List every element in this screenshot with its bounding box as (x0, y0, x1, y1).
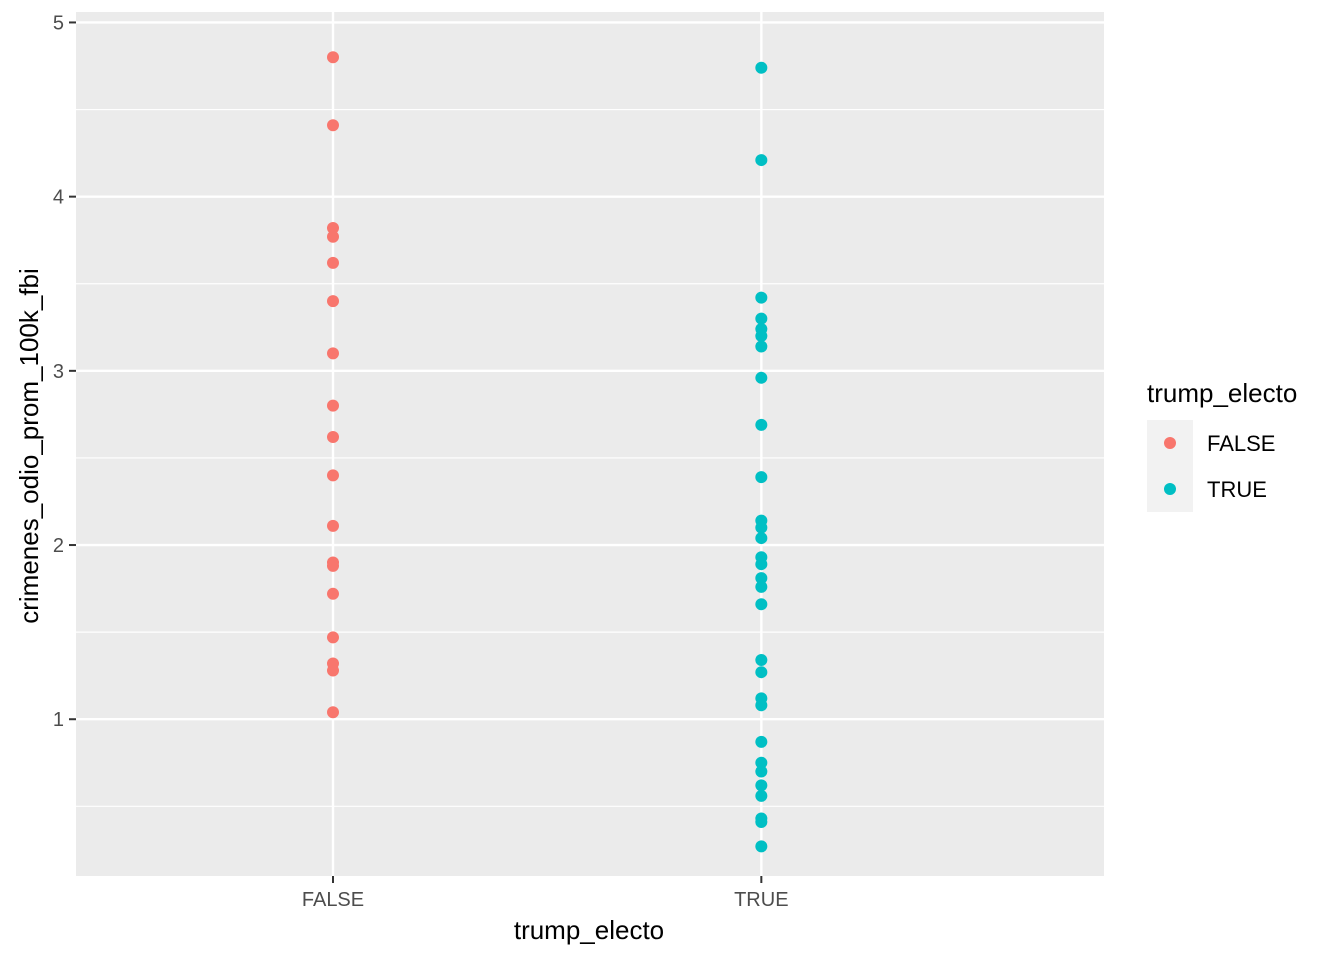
data-point (755, 522, 767, 534)
data-point (327, 664, 339, 676)
legend-swatch (1164, 437, 1176, 449)
y-tick-label: 2 (53, 535, 64, 557)
y-tick-label: 1 (53, 709, 64, 731)
data-point (327, 706, 339, 718)
data-point (327, 231, 339, 243)
legend-title: trump_electo (1147, 378, 1297, 408)
data-point (327, 469, 339, 481)
data-point (755, 62, 767, 74)
data-point (327, 400, 339, 412)
data-point (755, 581, 767, 593)
data-point (327, 295, 339, 307)
data-point (755, 558, 767, 570)
data-point (755, 340, 767, 352)
legend-label: FALSE (1207, 431, 1275, 456)
data-point (755, 471, 767, 483)
data-point (755, 736, 767, 748)
data-point (327, 588, 339, 600)
x-tick-label: FALSE (302, 889, 364, 911)
data-point (327, 347, 339, 359)
x-tick-label: TRUE (734, 889, 788, 911)
y-axis: 1 2 3 4 5 (53, 12, 76, 731)
data-point (755, 765, 767, 777)
legend-swatch (1164, 483, 1176, 495)
y-tick-label: 4 (53, 187, 64, 209)
plot-panel (76, 12, 1104, 876)
x-axis-title: trump_electo (514, 915, 664, 945)
x-axis: FALSE TRUE (302, 876, 789, 911)
y-tick-label: 3 (53, 361, 64, 383)
data-point (327, 431, 339, 443)
data-point (755, 840, 767, 852)
data-point (755, 598, 767, 610)
data-point (327, 631, 339, 643)
data-point (755, 292, 767, 304)
data-point (755, 532, 767, 544)
legend: trump_electo FALSE TRUE (1147, 378, 1297, 512)
data-point (755, 313, 767, 325)
y-tick-label: 5 (53, 12, 64, 34)
data-point (327, 520, 339, 532)
y-axis-title: crimenes_odio_prom_100k_fbi (14, 268, 44, 624)
data-point (327, 560, 339, 572)
data-point (755, 816, 767, 828)
data-point (755, 419, 767, 431)
legend-label: TRUE (1207, 477, 1267, 502)
data-point (327, 257, 339, 269)
data-point (755, 699, 767, 711)
data-point (327, 119, 339, 131)
data-point (327, 51, 339, 63)
data-point (755, 654, 767, 666)
data-point (755, 666, 767, 678)
data-point (755, 790, 767, 802)
data-point (755, 330, 767, 342)
data-point (755, 779, 767, 791)
data-point (755, 154, 767, 166)
data-point (755, 372, 767, 384)
